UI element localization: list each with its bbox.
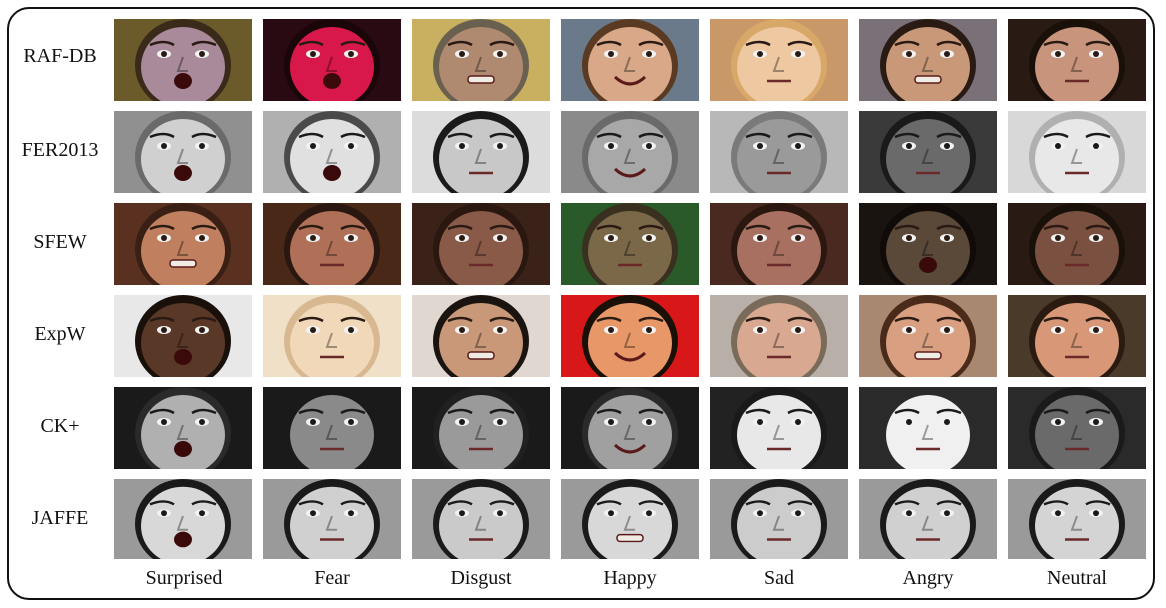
face-image-expw-angry	[859, 295, 997, 377]
face-image-fer2013-neutral	[1008, 111, 1146, 193]
face-image-jaffe-surprised	[114, 479, 252, 559]
face-image-jaffe-angry	[859, 479, 997, 559]
face-image-sfew-fear	[263, 203, 401, 285]
face-image-rafdb-neutral	[1008, 19, 1146, 101]
face-image-sfew-sad	[710, 203, 848, 285]
col-label-disgust: Disgust	[450, 567, 512, 589]
face-image-ck-fear	[263, 387, 401, 469]
face-image-fer2013-angry	[859, 111, 997, 193]
face-image-ck-neutral	[1008, 387, 1146, 469]
face-image-ck-disgust	[412, 387, 550, 469]
face-image-sfew-happy	[561, 203, 699, 285]
face-image-sfew-angry	[859, 203, 997, 285]
row-label-sfew: SFEW	[33, 231, 87, 253]
row-label-expw: ExpW	[34, 323, 86, 345]
row-label-ckplus: CK+	[40, 415, 80, 437]
face-image-ck-surprised	[114, 387, 252, 469]
face-image-ck-angry	[859, 387, 997, 469]
col-label-neutral: Neutral	[1047, 567, 1107, 589]
face-image-ck-happy	[561, 387, 699, 469]
row-label-fer2013: FER2013	[21, 139, 99, 161]
face-image-jaffe-happy	[561, 479, 699, 559]
face-image-rafdb-angry	[859, 19, 997, 101]
face-image-rafdb-sad	[710, 19, 848, 101]
col-label-sad: Sad	[764, 567, 794, 589]
face-image-fer2013-fear	[263, 111, 401, 193]
face-image-jaffe-sad	[710, 479, 848, 559]
col-label-fear: Fear	[314, 567, 350, 589]
col-label-happy: Happy	[603, 567, 657, 589]
face-image-rafdb-fear	[263, 19, 401, 101]
figure-frame	[7, 7, 1155, 600]
face-image-fer2013-sad	[710, 111, 848, 193]
face-image-fer2013-disgust	[412, 111, 550, 193]
face-image-ck-sad	[710, 387, 848, 469]
face-image-rafdb-happy	[561, 19, 699, 101]
face-image-expw-fear	[263, 295, 401, 377]
face-image-expw-surprised	[114, 295, 252, 377]
face-image-sfew-neutral	[1008, 203, 1146, 285]
face-image-expw-happy	[561, 295, 699, 377]
face-image-jaffe-fear	[263, 479, 401, 559]
face-image-fer2013-surprised	[114, 111, 252, 193]
face-image-expw-neutral	[1008, 295, 1146, 377]
face-image-jaffe-neutral	[1008, 479, 1146, 559]
row-label-jaffe: JAFFE	[31, 507, 89, 529]
face-image-fer2013-happy	[561, 111, 699, 193]
face-image-expw-sad	[710, 295, 848, 377]
col-label-surprised: Surprised	[145, 567, 223, 589]
row-label-rafdb: RAF-DB	[23, 45, 97, 67]
face-image-sfew-surprised	[114, 203, 252, 285]
face-image-expw-disgust	[412, 295, 550, 377]
face-image-jaffe-disgust	[412, 479, 550, 559]
face-image-rafdb-surprised	[114, 19, 252, 101]
face-image-rafdb-disgust	[412, 19, 550, 101]
face-image-sfew-disgust	[412, 203, 550, 285]
col-label-angry: Angry	[902, 567, 954, 589]
